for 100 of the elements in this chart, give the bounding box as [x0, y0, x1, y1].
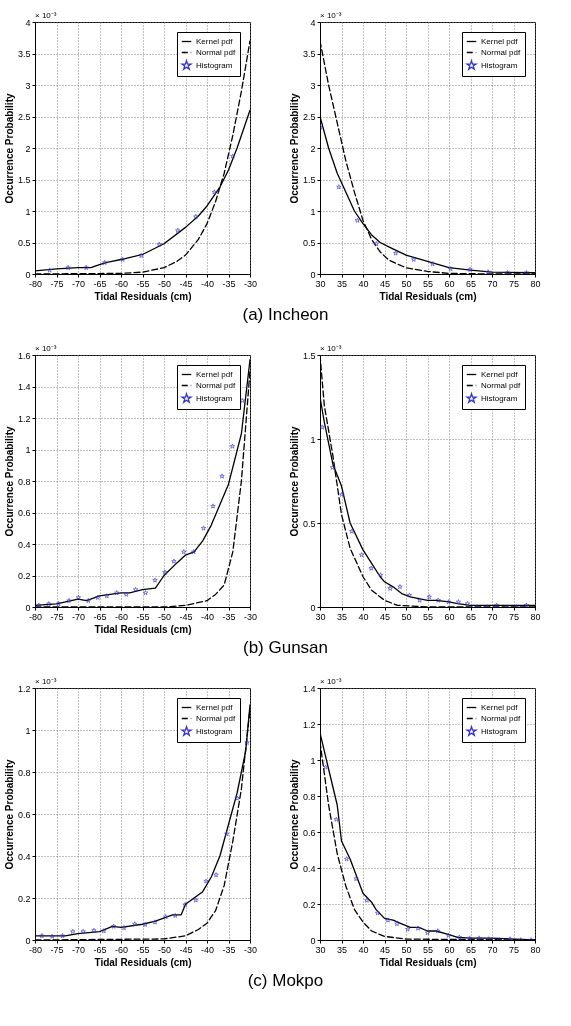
x-axis-title: Tidal Residuals (cm) — [94, 290, 192, 302]
point — [142, 589, 149, 596]
y-tick-label: 0 — [25, 935, 31, 946]
point — [121, 924, 127, 931]
point — [336, 184, 342, 190]
point — [234, 795, 240, 801]
y-tick-label: 0.5 — [302, 518, 316, 529]
point — [181, 549, 187, 555]
x-axis-title: Tidal Residuals (cm) — [94, 956, 192, 968]
x-tick-label: 75 — [508, 944, 520, 955]
legend-label: Histogram — [196, 726, 233, 736]
x-tick-label: -35 — [222, 278, 236, 289]
legend-label: Histogram — [196, 60, 233, 70]
point — [172, 912, 178, 919]
point — [66, 597, 72, 604]
text: (b) Gunsan — [241, 638, 329, 658]
y-tick-label: 1 — [25, 725, 31, 736]
x-tick-label: 80 — [530, 944, 541, 955]
y-tick-label: 3.5 — [17, 49, 31, 59]
x-tick-label: 40 — [358, 944, 369, 955]
point — [322, 764, 329, 770]
point — [397, 583, 403, 590]
point — [219, 473, 225, 479]
x-tick-label: 80 — [530, 611, 541, 622]
y-axis-title: Occurrence Probability — [3, 759, 15, 870]
y-tick-label: 1 — [25, 445, 31, 455]
point — [182, 901, 188, 908]
point — [385, 917, 391, 923]
x-tick-label: 75 — [508, 278, 520, 289]
legend-label: Kernel pdf — [481, 36, 519, 46]
point — [175, 227, 181, 233]
point — [387, 585, 393, 591]
point — [333, 816, 340, 822]
x-tick-label: 60 — [444, 611, 455, 622]
point — [523, 269, 530, 274]
y-tick-label: 0.4 — [302, 863, 316, 874]
point — [447, 266, 454, 272]
y-axis-title: Occurrence Probability — [288, 759, 300, 870]
x-tick-label: 45 — [379, 944, 391, 955]
point — [354, 217, 361, 223]
x-tick-label: 65 — [465, 611, 477, 622]
point — [411, 256, 417, 262]
x-tick-label: -35 — [222, 944, 236, 955]
x-tick-label: -75 — [50, 611, 64, 622]
x-tick-label: 50 — [401, 278, 412, 289]
text: × 10⁻³ — [320, 677, 342, 686]
point — [162, 569, 168, 575]
legend-label: Kernel pdf — [196, 702, 234, 712]
point — [65, 264, 71, 271]
x-tick-label: -40 — [200, 944, 215, 955]
point — [142, 921, 148, 928]
point — [394, 920, 400, 927]
y-tick-label: 0.8 — [17, 476, 31, 487]
x-tick-label: 45 — [379, 611, 391, 622]
x-tick-label: -55 — [136, 944, 150, 955]
x-tick-label: -45 — [179, 278, 193, 289]
y-axis-title: Occurrence Probability — [288, 93, 300, 204]
x-tick-label: 70 — [487, 944, 498, 955]
text: × 10⁻³ — [35, 677, 57, 686]
point — [162, 914, 169, 920]
point — [101, 259, 108, 266]
x-tick-label: -60 — [114, 611, 129, 622]
x-tick-label: -35 — [222, 611, 236, 622]
x-tick-label: 40 — [358, 611, 369, 622]
x-tick-label: 30 — [315, 278, 326, 289]
y-tick-label: 1 — [25, 206, 31, 217]
point — [85, 597, 92, 604]
y-tick-label: 1 — [310, 755, 316, 766]
legend-label: Kernel pdf — [481, 369, 519, 379]
text: × 10⁻³ — [35, 344, 57, 353]
point — [55, 601, 62, 607]
legend-label: Kernel pdf — [196, 36, 234, 46]
x-tick-label: 35 — [336, 611, 348, 622]
y-tick-label: 0.6 — [302, 827, 316, 838]
point — [152, 577, 158, 583]
x-tick-label: -80 — [28, 944, 43, 955]
y-tick-label: 4 — [25, 17, 31, 28]
x-tick-label: -70 — [71, 278, 86, 289]
x-axis-title: Tidal Residuals (cm) — [379, 956, 477, 968]
legend-label: Histogram — [481, 726, 518, 736]
y-tick-label: 0.8 — [302, 791, 316, 802]
point — [244, 739, 250, 745]
y-tick-label: 2.5 — [302, 112, 316, 122]
y-tick-label: 1.5 — [302, 350, 316, 361]
point — [132, 586, 139, 593]
text: × 10⁻³ — [35, 11, 57, 20]
y-tick-label: 3.5 — [302, 49, 316, 59]
point — [424, 929, 431, 936]
point — [171, 558, 177, 564]
y-tick-label: 2.5 — [17, 112, 31, 122]
x-tick-label: 80 — [530, 278, 541, 289]
point — [507, 936, 513, 940]
point — [230, 153, 236, 159]
y-tick-label: 0.5 — [302, 238, 316, 248]
legend-label: Normal pdf — [196, 713, 236, 723]
y-tick-label: 1.2 — [17, 413, 31, 424]
text: × 10⁻³ — [320, 344, 342, 353]
point — [504, 269, 511, 274]
x-tick-label: -30 — [243, 944, 258, 955]
point — [466, 935, 473, 940]
